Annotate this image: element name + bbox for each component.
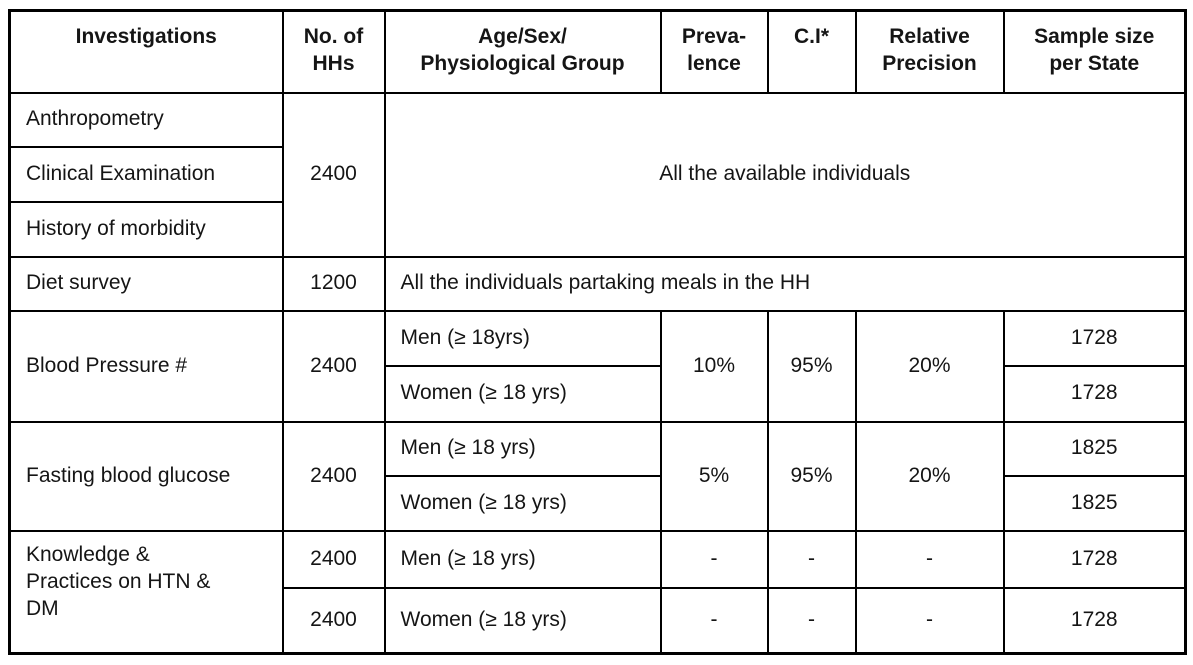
- cell-investigation-clinical-examination: Clinical Examination: [8, 146, 284, 203]
- cell-investigation-blood-pressure: Blood Pressure #: [8, 310, 284, 423]
- cell-relative-precision-fbg: 20%: [854, 420, 1005, 532]
- row-history-of-morbidity: History of morbidity: [8, 200, 1186, 258]
- row-clinical-examination: Clinical Examination: [8, 146, 1186, 203]
- cell-prevalence-bp: 10%: [659, 310, 769, 423]
- cell-prevalence-kp-men: -: [659, 529, 769, 589]
- col-header-age-sex-group: Age/Sex/ Physiological Group: [383, 9, 662, 94]
- cell-hhs-fasting-glucose: 2400: [281, 420, 386, 532]
- col-header-relative-precision: Relative Precision: [854, 9, 1005, 94]
- cell-group-fbg-men: Men (≥ 18 yrs): [383, 420, 662, 478]
- cell-investigation-history-of-morbidity: History of morbidity: [8, 200, 284, 258]
- cell-group-bp-men: Men (≥ 18yrs): [383, 310, 662, 367]
- col-header-prevalence: Preva- lence: [659, 9, 769, 94]
- row-anthropometry: Anthropometry 2400 All the available ind…: [8, 91, 1187, 258]
- row-blood-pressure-women: Women (≥ 18 yrs) 1728: [10, 364, 1187, 423]
- row-knowledge-practices-women: 2400 Women (≥ 18 yrs) - - - 1728: [10, 586, 1187, 655]
- cell-investigation-knowledge-practices: Knowledge & Practices on HTN & DM: [8, 529, 284, 655]
- cell-investigation-fasting-glucose: Fasting blood glucose: [8, 420, 284, 532]
- header-row: Investigations No. of HHs Age/Sex/ Physi…: [8, 9, 1187, 94]
- cell-hhs-kp-women: 2400: [281, 586, 386, 655]
- cell-note-partaking-meals: All the individuals partaking meals in t…: [383, 255, 1187, 313]
- cell-sample-bp-women: 1728: [1002, 364, 1187, 423]
- cell-ci-fbg: 95%: [766, 420, 857, 532]
- cell-relative-precision-bp: 20%: [854, 310, 1005, 423]
- cell-group-bp-women: Women (≥ 18 yrs): [383, 364, 662, 423]
- cell-hhs-blood-pressure: 2400: [281, 310, 386, 423]
- cell-sample-kp-women: 1728: [1002, 586, 1187, 655]
- cell-ci-kp-women: -: [766, 586, 857, 655]
- sampling-plan-table: Investigations No. of HHs Age/Sex/ Physi…: [8, 9, 1187, 655]
- cell-sample-fbg-men: 1825: [1002, 420, 1187, 478]
- cell-sample-bp-men: 1728: [1002, 310, 1187, 367]
- row-fasting-glucose-women: Women (≥ 18 yrs) 1825: [10, 475, 1187, 532]
- cell-relative-precision-kp-women: -: [854, 586, 1005, 655]
- cell-note-all-available-individuals: All the available individuals: [383, 91, 1187, 258]
- col-header-investigations: Investigations: [8, 9, 284, 94]
- cell-hhs-diet-survey: 1200: [281, 255, 386, 313]
- cell-sample-fbg-women: 1825: [1002, 475, 1187, 532]
- cell-prevalence-kp-women: -: [659, 586, 769, 655]
- cell-relative-precision-kp-men: -: [854, 529, 1005, 589]
- row-blood-pressure-men: Blood Pressure # 2400 Men (≥ 18yrs) 10% …: [8, 310, 1187, 423]
- cell-ci-bp: 95%: [766, 310, 857, 423]
- cell-ci-kp-men: -: [766, 529, 857, 589]
- row-fasting-glucose-men: Fasting blood glucose 2400 Men (≥ 18 yrs…: [8, 420, 1187, 532]
- cell-sample-kp-men: 1728: [1002, 529, 1187, 589]
- cell-investigation-anthropometry: Anthropometry: [8, 91, 284, 149]
- cell-prevalence-fbg: 5%: [659, 420, 769, 532]
- row-knowledge-practices-men: Knowledge & Practices on HTN & DM 2400 M…: [8, 529, 1187, 655]
- row-diet-survey: Diet survey 1200 All the individuals par…: [8, 255, 1187, 313]
- col-header-no-of-hhs: No. of HHs: [281, 9, 386, 94]
- cell-investigation-diet-survey: Diet survey: [8, 255, 284, 313]
- cell-hhs-anthro-group: 2400: [281, 91, 386, 258]
- cell-group-kp-men: Men (≥ 18 yrs): [383, 529, 662, 589]
- col-header-ci: C.I*: [766, 9, 857, 94]
- cell-hhs-kp-men: 2400: [281, 529, 386, 589]
- cell-group-kp-women: Women (≥ 18 yrs): [383, 586, 662, 655]
- col-header-sample-size-per-state: Sample size per State: [1002, 9, 1187, 94]
- cell-group-fbg-women: Women (≥ 18 yrs): [383, 475, 662, 532]
